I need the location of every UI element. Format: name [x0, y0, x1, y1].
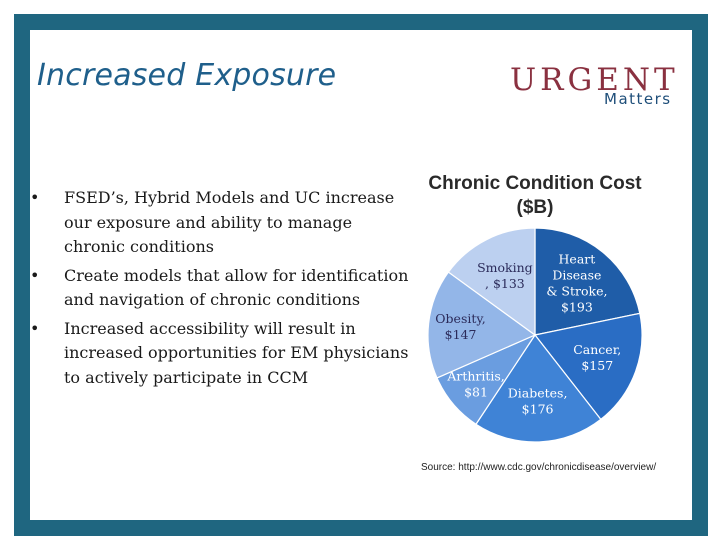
bullet-text: FSED’s, Hybrid Models and UC increase ou…: [64, 188, 395, 256]
pie-label: Smoking, $133: [477, 260, 533, 291]
slide-title: Increased Exposure: [37, 58, 337, 93]
pie-label-line: Disease: [552, 268, 601, 283]
bullet-dot: •: [30, 318, 40, 338]
bullet-dot: •: [30, 188, 40, 207]
pie-label: Arthritis, $81: [446, 369, 504, 400]
pie-label-line: $176: [522, 401, 554, 416]
pie-slice-diabetes: [475, 333, 602, 443]
bullet-text: Increased accessibility will result in i…: [64, 318, 409, 387]
pie-label: Diabetes, $176: [508, 385, 568, 416]
bullet-item: • FSED’s, Hybrid Models and UC increase …: [30, 186, 410, 260]
pie-label-line: Heart: [559, 252, 596, 267]
pie-label-line: Smoking: [477, 260, 533, 275]
chart-title: Chronic Condition Cost ($B): [428, 173, 642, 218]
pie-label-line: Diabetes,: [508, 385, 568, 400]
pie-label-line: Obesity,: [435, 311, 485, 326]
pie-label-line: $81: [464, 385, 488, 400]
pie-slice-heart-disease-stroke: [534, 227, 641, 336]
pie-label-line: $193: [561, 300, 593, 315]
pie-label-line: $157: [581, 358, 613, 373]
pie-label-line: & Stroke,: [546, 284, 607, 299]
bullet-item: • Create models that allow for identific…: [30, 264, 410, 313]
pie-label: Obesity, $147: [435, 311, 485, 342]
pie-label: Heart Disease & Stroke, $193: [546, 252, 607, 315]
pie-slice-cancer: [533, 312, 643, 421]
pie-label-line: Arthritis,: [446, 369, 504, 384]
bullet-item: • Increased accessibility will result in…: [30, 317, 410, 391]
logo-bottom-text: Matters: [604, 90, 672, 108]
bullet-list: • FSED’s, Hybrid Models and UC increase …: [30, 186, 410, 394]
urgent-matters-logo: URGENT Matters: [510, 62, 680, 112]
source-citation: Source: http://www.cdc.gov/chronicdiseas…: [421, 462, 657, 473]
pie-label-line: Cancer,: [573, 342, 621, 357]
bullet-dot: •: [30, 265, 40, 285]
pie-label: Cancer, $157: [573, 342, 621, 373]
pie-slice-obesity: [427, 271, 537, 379]
pie-slice-smoking: [447, 227, 536, 337]
pie-label-line: , $133: [485, 276, 525, 291]
bullet-text: Create models that allow for identificat…: [64, 265, 409, 310]
pie-label-line: $147: [445, 327, 477, 342]
logo-top-text: URGENT: [510, 62, 679, 98]
